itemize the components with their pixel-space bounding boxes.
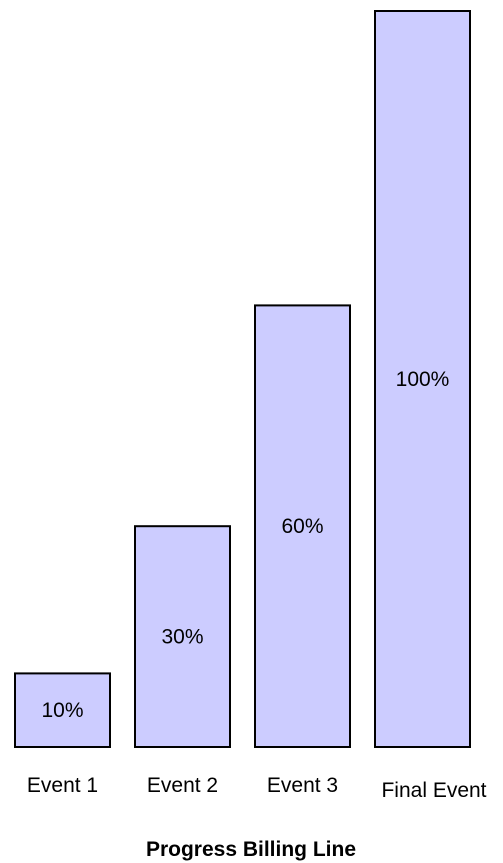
category-label: Event 1 <box>27 774 98 797</box>
bar-value-label: 10% <box>41 699 83 722</box>
bar-2 <box>134 525 231 749</box>
category-label: Final Event <box>381 779 486 802</box>
category-label: Event 3 <box>267 774 338 797</box>
bar-value-label: 60% <box>281 515 323 538</box>
value-labels-layer: 10% 30% 60% 100% <box>41 368 449 722</box>
bar-1 <box>14 672 111 749</box>
bar-4 <box>374 10 471 748</box>
bar-3 <box>254 304 351 748</box>
bar-value-label: 30% <box>161 626 203 649</box>
category-label: Event 2 <box>147 774 218 797</box>
bar-value-label: 100% <box>396 368 450 391</box>
x-axis-title: Progress Billing Line <box>146 838 356 861</box>
bars-layer <box>14 10 471 749</box>
category-labels-layer: Event 1 Event 2 Event 3 Final Event <box>27 774 487 802</box>
